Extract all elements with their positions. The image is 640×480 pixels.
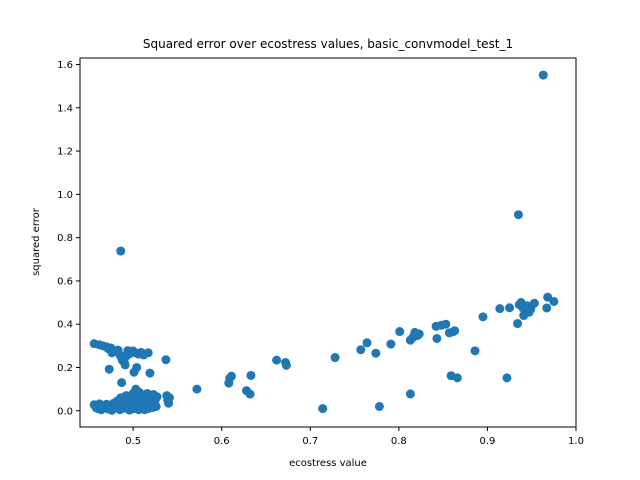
data-point [356,345,366,355]
data-point [226,371,236,381]
data-point [371,348,381,358]
x-tick-label: 0.9 [479,436,495,447]
x-axis: 0.5 0.6 0.7 0.8 0.9 1.0 [125,427,584,447]
data-point [470,346,480,356]
y-tick-label: 0.4 [57,320,73,331]
data-point [542,303,552,313]
data-point [549,296,559,306]
data-point [362,338,372,348]
data-point [272,355,282,365]
y-tick-label: 0.2 [57,363,73,374]
data-point [450,326,460,336]
data-point [143,348,153,358]
x-tick-label: 1.0 [568,436,584,447]
x-axis-label: ecostress value [289,458,367,469]
data-point [478,312,488,322]
data-point [245,389,255,399]
y-axis: 0.0 0.2 0.4 0.6 0.8 1.0 1.2 1.4 1.6 [57,60,80,417]
x-tick-label: 0.8 [391,436,407,447]
y-tick-label: 0.0 [57,406,73,417]
data-point [405,389,415,399]
data-point [395,327,405,337]
data-point [513,210,523,220]
data-point [145,368,155,378]
data-point [164,393,174,403]
y-tick-label: 1.4 [57,103,73,114]
data-point [161,355,171,365]
data-point [152,392,162,402]
data-point [281,360,291,370]
data-point [120,360,130,370]
data-point [330,353,340,363]
data-point [513,319,523,329]
data-point [117,378,127,388]
data-point [132,362,142,372]
data-point [529,298,539,308]
x-tick-label: 0.5 [125,436,141,447]
data-point [192,384,202,394]
data-point [452,373,462,383]
y-tick-label: 1.6 [57,60,73,71]
data-point [502,373,512,383]
data-point [386,339,396,349]
y-axis-label: squared error [31,207,42,276]
y-tick-label: 1.2 [57,147,73,158]
points-layer [89,70,559,415]
data-point [432,333,442,343]
data-point [318,404,328,414]
data-point [538,70,548,80]
chart-title: Squared error over ecostress values, bas… [143,37,513,51]
data-point [374,401,384,411]
data-point [246,370,256,380]
data-point [414,329,424,339]
data-point [151,401,161,411]
data-point [505,303,515,313]
y-tick-label: 0.8 [57,233,73,244]
plot-frame [79,57,577,428]
x-tick-label: 0.6 [214,436,230,447]
data-point [116,246,126,256]
data-point [495,304,505,314]
data-point [104,364,114,374]
x-tick-label: 0.7 [302,436,318,447]
data-point [441,319,451,329]
y-tick-label: 0.6 [57,276,73,287]
y-tick-label: 1.0 [57,190,73,201]
